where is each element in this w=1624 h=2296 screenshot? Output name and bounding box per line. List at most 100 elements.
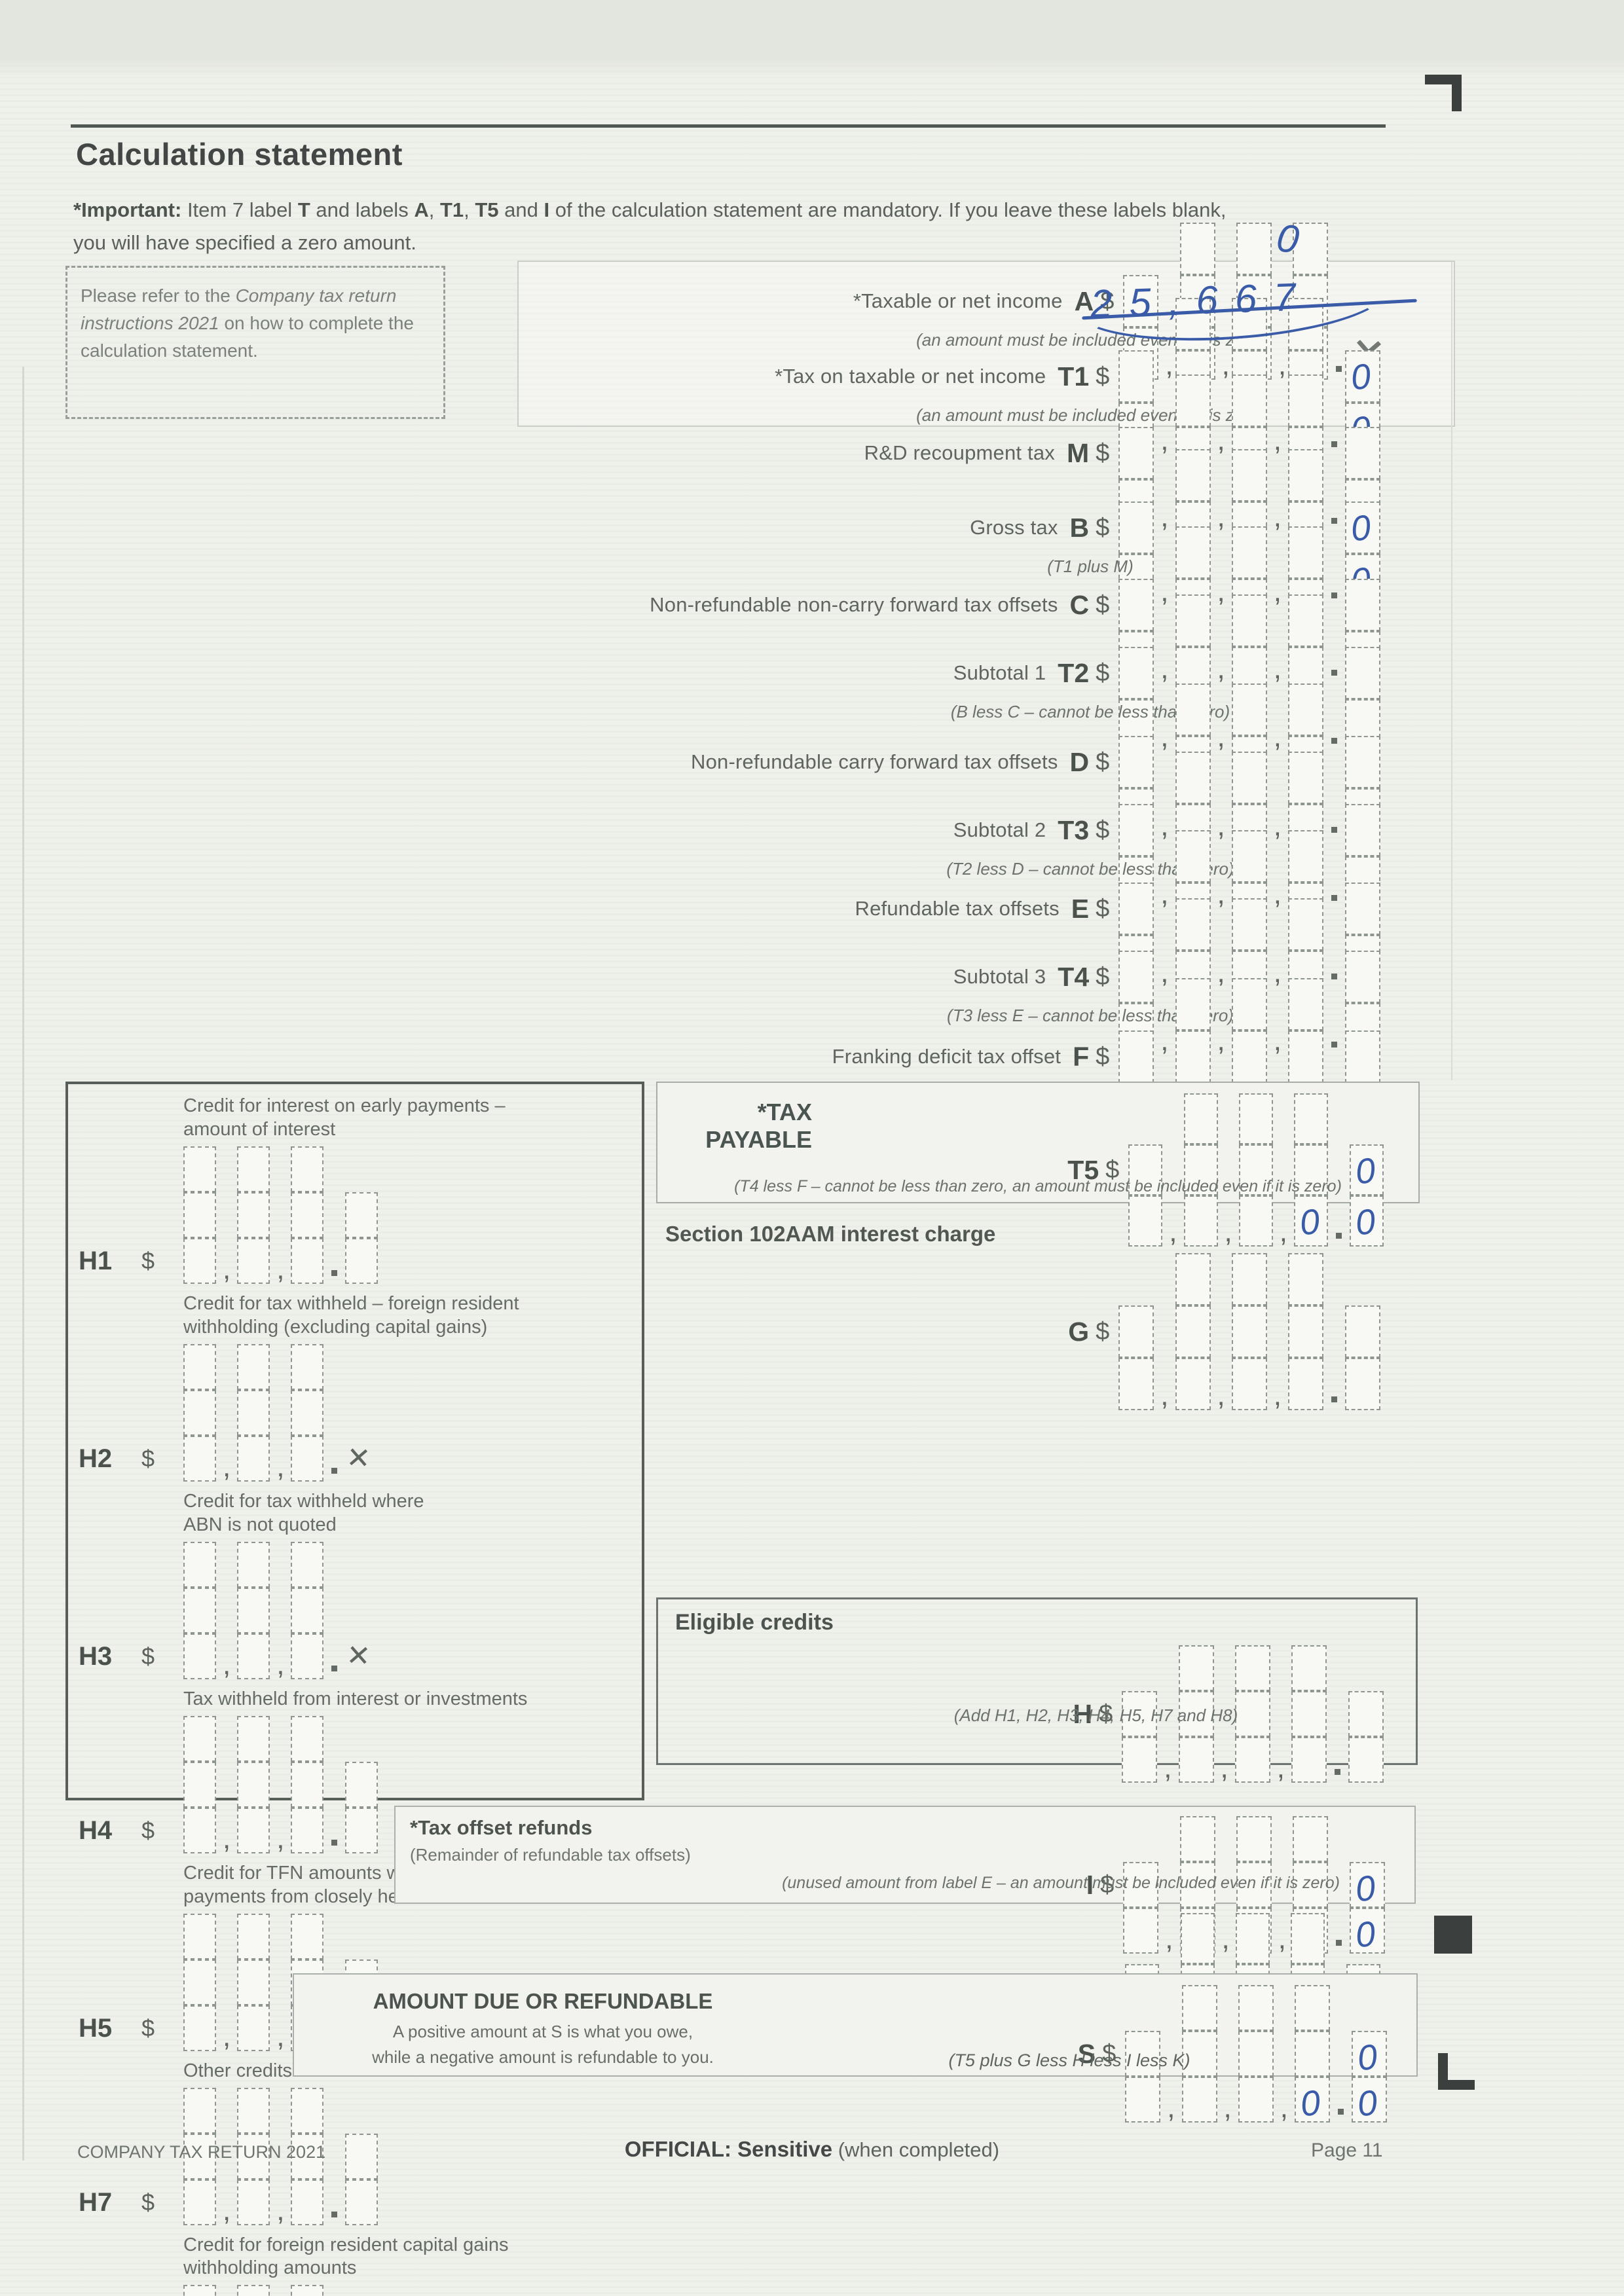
- dollar-sign: $: [1099, 1700, 1113, 1728]
- digit-box: [1118, 427, 1154, 479]
- digit-box: [1236, 1816, 1272, 1862]
- credit-desc-H4: Tax withheld from interest or investment…: [183, 1688, 528, 1709]
- digit-box: [291, 2133, 324, 2179]
- digit-box: [1293, 1862, 1328, 1908]
- field-H2-input[interactable]: ,, ✕: [183, 1343, 372, 1482]
- field-H3-input[interactable]: ,, ✕: [183, 1541, 372, 1679]
- digit-box: [291, 1146, 324, 1192]
- digit-box: [1179, 223, 1215, 275]
- row-label: *Tax on taxable or net income: [775, 365, 1046, 388]
- decimal-point: [1331, 670, 1337, 676]
- digit-box: [1231, 1030, 1267, 1083]
- digit-box: [1234, 1691, 1270, 1737]
- comma-separator: ,: [1160, 501, 1169, 533]
- label-code-H2: H2: [79, 1444, 113, 1473]
- credit-row-H4: Tax withheld from interest or investment…: [77, 1688, 634, 1853]
- label-code-D: D: [1069, 746, 1090, 777]
- dollar-sign: $: [1096, 748, 1110, 776]
- cents-box: 0: [1345, 350, 1380, 403]
- digit-box: [1179, 1862, 1215, 1908]
- digit-box: [1175, 1305, 1211, 1358]
- dollar-sign: $: [1096, 362, 1110, 390]
- digit-box: [237, 1761, 270, 1808]
- handwritten-zero: 0: [1298, 2083, 1323, 2124]
- credit-row-H3: Credit for tax withheld where ABN is not…: [77, 1490, 634, 1679]
- digit-box: [1118, 501, 1154, 554]
- credit-line-H1: H1 $,,: [79, 1146, 634, 1284]
- dollar-sign: $: [1096, 1042, 1110, 1070]
- handwritten-zero: 0: [1297, 1201, 1322, 1243]
- digit-box: [1118, 647, 1154, 699]
- digit-box: [1118, 951, 1154, 1003]
- digit-box: [1175, 1030, 1211, 1083]
- digit-box: [1118, 736, 1154, 788]
- credits-panel: Credit for interest on early payments – …: [65, 1082, 644, 2296]
- digit-box: [1118, 1305, 1154, 1358]
- tax-offset-refunds-label: *Tax offset refunds: [410, 1816, 593, 1839]
- cents-box: [345, 2179, 378, 2225]
- credit-line-H8: H8$,,: [183, 2285, 634, 2296]
- digit-box: [1238, 1144, 1273, 1195]
- digit-box: [1178, 1691, 1214, 1737]
- comma-separator: ,: [1273, 575, 1282, 608]
- comma-separator: ,: [276, 1822, 285, 1855]
- tax-payable-label-line2: PAYABLE: [705, 1126, 812, 1154]
- print-registration-square: [1434, 1916, 1472, 1954]
- dollar-sign: $: [1096, 513, 1110, 541]
- digit-box: [237, 1389, 270, 1436]
- digit-box: [183, 1633, 216, 1679]
- field-H7-input[interactable]: ,,: [183, 2087, 382, 2225]
- digit-box: [1231, 1358, 1267, 1410]
- digit-box: [237, 1807, 270, 1853]
- digit-box: [237, 2179, 270, 2225]
- digit-box: [1175, 1358, 1211, 1410]
- digit-box: [291, 1541, 324, 1588]
- comma-separator: ,: [1221, 1923, 1230, 1955]
- digit-box: [1175, 683, 1211, 736]
- comma-separator: ,: [1217, 957, 1225, 989]
- dollar-sign: $: [1102, 2039, 1116, 2068]
- comma-separator: ,: [1160, 575, 1169, 608]
- comma-separator: ,: [1221, 349, 1230, 381]
- digit-box: [183, 2179, 216, 2225]
- credit-desc-H1: Credit for interest on early payments – …: [183, 1095, 506, 1140]
- important-segment: and: [498, 198, 544, 221]
- comma-separator: ,: [1273, 424, 1282, 456]
- important-segment: of the calculation statement are mandato…: [73, 198, 1227, 255]
- digit-box: [1175, 830, 1211, 883]
- row-label: Franking deficit tax offset: [832, 1045, 1061, 1068]
- digit-group: [291, 2285, 328, 2296]
- digit-box: [1291, 1691, 1327, 1737]
- label-code-T2: T2: [1058, 657, 1090, 688]
- label-code-H: H: [1073, 1698, 1093, 1729]
- label-code-G: G: [1068, 1316, 1090, 1347]
- dollar-sign: $: [1096, 439, 1110, 467]
- comma-separator: ,: [1273, 1379, 1282, 1412]
- digit-group: [1118, 1305, 1158, 1410]
- cents-box: [1345, 804, 1380, 856]
- tax-payable-label-line1: *TAX: [757, 1099, 812, 1125]
- digit-box: [183, 1541, 216, 1588]
- digit-box: [1179, 1816, 1215, 1862]
- credit-line-H3: H3 $,, ✕: [79, 1541, 634, 1679]
- digit-box: [291, 1807, 324, 1853]
- digit-box: [1175, 374, 1211, 427]
- important-segment: ,: [428, 198, 440, 221]
- digit-box: [1180, 1913, 1215, 1964]
- comma-separator: ,: [276, 2020, 285, 2052]
- field-H-input[interactable]: ,,,: [1122, 1645, 1388, 1783]
- field-H4-input[interactable]: ,,: [183, 1715, 382, 1855]
- digit-group: [1238, 1985, 1278, 2123]
- dollar-sign: $: [1105, 1156, 1120, 1184]
- field-H1-input[interactable]: ,,: [183, 1146, 382, 1284]
- digit-box: [1288, 1253, 1323, 1305]
- tax-offset-refunds-note: (unused amount from label E – an amount …: [782, 1874, 1340, 1892]
- field-G-input[interactable]: ,,,: [1118, 1253, 1385, 1410]
- decimal-point: [1331, 1042, 1337, 1048]
- field-H8-input[interactable]: ,,: [183, 2285, 382, 2296]
- digit-box: [1235, 1913, 1270, 1964]
- digit-box: [291, 1343, 324, 1390]
